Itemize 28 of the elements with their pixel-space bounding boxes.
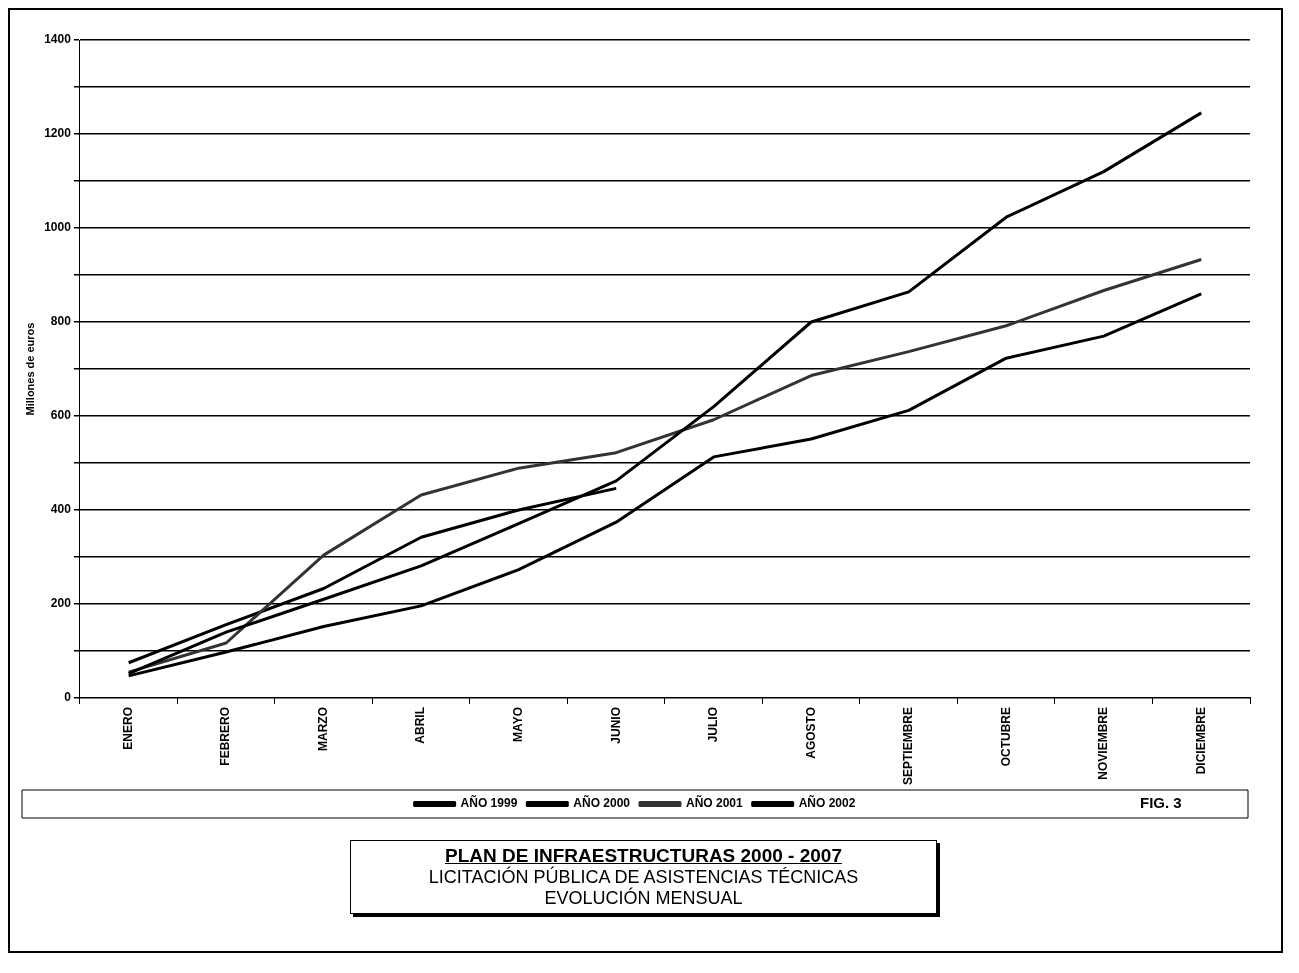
x-tick-label: SEPTIEMBRE bbox=[901, 706, 916, 785]
x-tick-label: JUNIO bbox=[608, 706, 623, 744]
text: PLAN DE INFRAESTRUCTURAS 2000 - 2007 bbox=[444, 845, 843, 866]
x-tick-label: NOVIEMBRE bbox=[1096, 706, 1111, 780]
x-tick-label: JULIO bbox=[706, 706, 721, 743]
y-tick-label: 1000 bbox=[44, 220, 72, 235]
y-tick-label: 200 bbox=[50, 596, 72, 611]
legend-label: AÑO 1999 bbox=[460, 795, 518, 811]
text: LICITACIÓN PÚBLICA DE ASISTENCIAS TÉCNICAS EVOLUCIÓN MENSUAL bbox=[427, 867, 860, 909]
legend-label: AÑO 2000 bbox=[573, 795, 631, 811]
y-tick-label: 1200 bbox=[44, 126, 72, 141]
x-tick-label: MAYO bbox=[511, 706, 525, 742]
y-axis-title: Millones de euros bbox=[23, 322, 36, 416]
caption: FIG. 3 bbox=[1140, 794, 1182, 812]
y-tick-label: 600 bbox=[50, 408, 72, 423]
legend-label: AÑO 2001 bbox=[686, 795, 744, 811]
y-tick-label: 0 bbox=[64, 690, 72, 705]
x-tick-label: ABRIL bbox=[413, 706, 428, 744]
legend-label: AÑO 2002 bbox=[798, 795, 856, 811]
x-tick-label: DICIEMBRE bbox=[1193, 706, 1208, 775]
x-tick-label: AGOSTO bbox=[803, 706, 818, 759]
x-tick-label: OCTUBRE bbox=[998, 706, 1013, 767]
x-tick-label: MARZO bbox=[315, 706, 330, 751]
x-tick-label: ENERO bbox=[120, 706, 135, 750]
y-tick-label: 1400 bbox=[44, 32, 72, 47]
y-tick-label: 400 bbox=[50, 502, 72, 517]
x-tick-label: FEBRERO bbox=[218, 706, 233, 766]
y-tick-label: 800 bbox=[50, 314, 72, 329]
